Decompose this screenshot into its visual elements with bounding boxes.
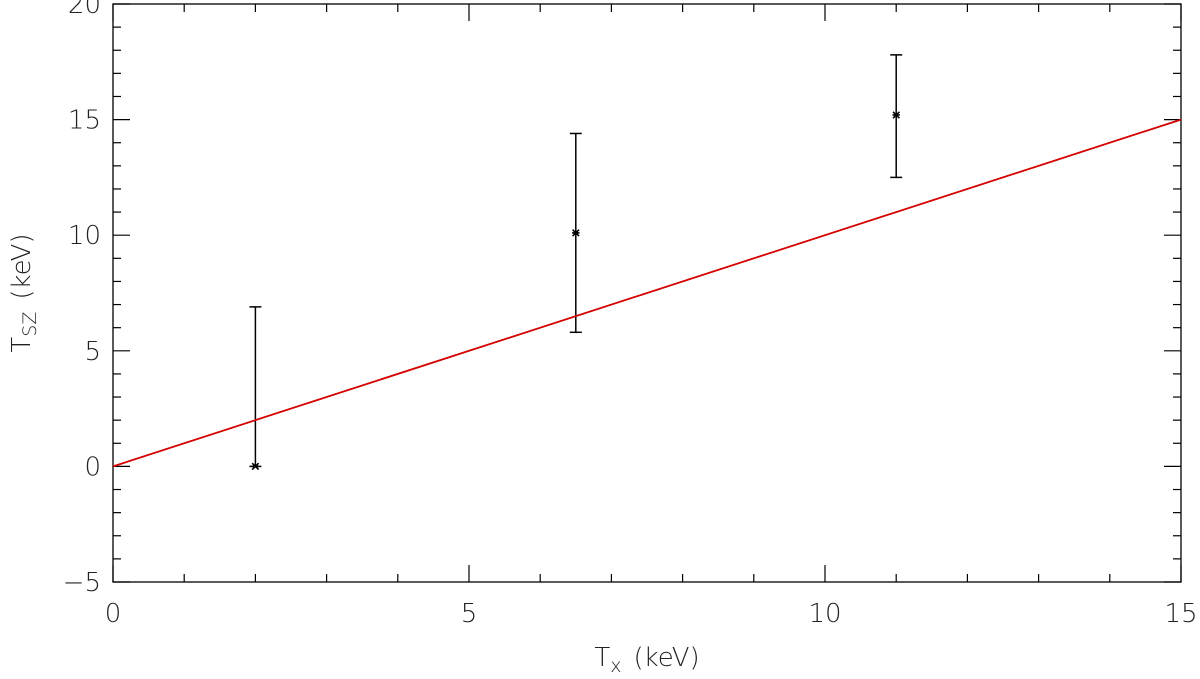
series-group: [112, 54, 1182, 471]
y-axis-title-unit: (keV): [7, 233, 37, 299]
y-axis-title-sub: SZ: [19, 312, 41, 337]
y-tick-label: 0: [84, 452, 101, 482]
y-axis-title: TSZ (keV): [7, 233, 41, 352]
data-point-group: [890, 54, 903, 179]
plot-frame-group: [112, 3, 1182, 583]
data-point-marker: [892, 111, 900, 119]
x-tick-label: 15: [1164, 599, 1197, 629]
y-tick-label: 15: [68, 106, 101, 136]
x-tick-label: 10: [808, 599, 841, 629]
x-axis-title: Tx (keV): [594, 643, 699, 677]
y-tick-label: 10: [68, 221, 101, 251]
data-point-group: [569, 132, 582, 334]
y-axis-title-main: T: [7, 337, 37, 353]
fit-line: [112, 118, 1182, 468]
plot-frame: [112, 3, 1182, 583]
x-axis-title-main: T: [594, 643, 610, 673]
x-axis-title-sub: x: [610, 655, 621, 677]
x-tick-label: 5: [461, 599, 478, 629]
data-point-marker: [251, 462, 260, 471]
y-tick-label: 20: [68, 0, 101, 20]
y-tick-label: −5: [63, 568, 101, 598]
data-point-group: [249, 306, 262, 471]
y-tick-label: 5: [84, 337, 101, 367]
x-axis-title-unit: (keV): [633, 643, 699, 673]
x-tick-label: 0: [105, 599, 122, 629]
data-point-marker: [572, 229, 580, 237]
